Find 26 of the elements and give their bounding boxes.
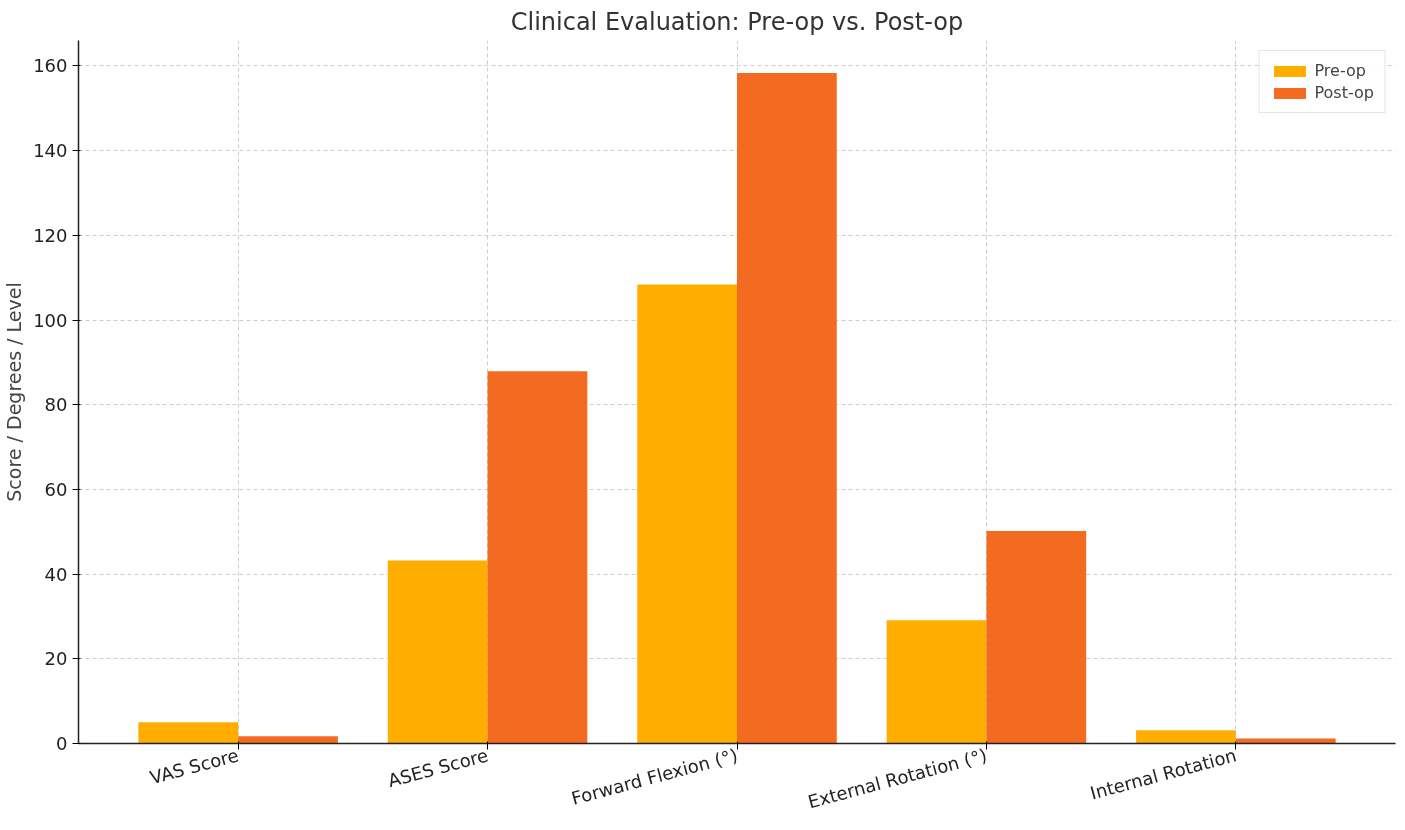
y-tick-label: 140 xyxy=(33,140,68,162)
bar xyxy=(986,530,1087,744)
bar xyxy=(1136,730,1236,744)
bar xyxy=(238,736,338,744)
x-tick-label: VAS Score xyxy=(147,744,241,789)
legend-label: Pre-op xyxy=(1314,61,1366,80)
bar xyxy=(737,73,837,744)
chart-title: Clinical Evaluation: Pre-op vs. Post-op xyxy=(510,7,964,36)
bar xyxy=(637,284,737,744)
y-tick-label: 20 xyxy=(44,648,68,670)
y-tick-label: 160 xyxy=(33,55,68,77)
bar xyxy=(387,560,488,744)
bar xyxy=(1235,738,1336,744)
y-tick-label: 60 xyxy=(44,478,68,500)
x-tick-label: ASES Score xyxy=(385,744,491,792)
bar xyxy=(886,620,987,744)
bar xyxy=(487,371,588,744)
y-tick-label: 40 xyxy=(44,563,68,585)
bar xyxy=(138,722,239,744)
legend-label: Post-op xyxy=(1314,83,1374,102)
x-tick-label: Internal Rotation xyxy=(1087,744,1239,804)
y-axis-title: Score / Degrees / Level xyxy=(3,282,26,502)
y-tick-label: 80 xyxy=(44,394,68,416)
y-tick-label: 0 xyxy=(56,733,68,754)
y-tick-label: 100 xyxy=(33,309,68,331)
y-tick-label: 120 xyxy=(33,224,68,246)
